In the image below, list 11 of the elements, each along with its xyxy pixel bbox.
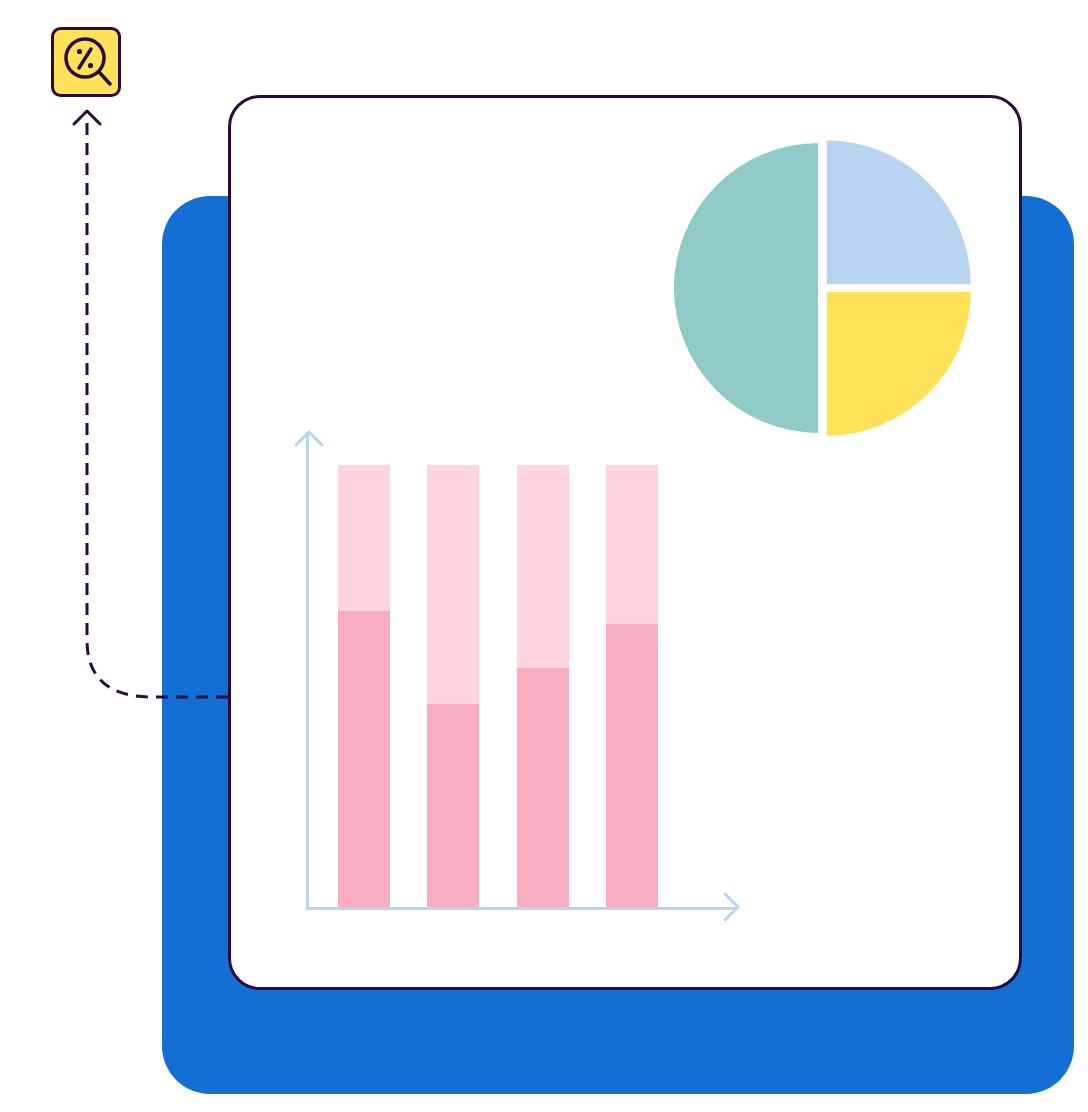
bar [427, 703, 480, 907]
bar [605, 465, 658, 625]
bar [338, 610, 390, 907]
pie-slice [673, 141, 820, 435]
bar [427, 465, 480, 704]
pie-slice [824, 289, 973, 438]
bar [516, 668, 569, 907]
pie-slice [824, 138, 973, 287]
bar [605, 624, 658, 907]
bar [338, 465, 390, 611]
bar [516, 465, 569, 669]
